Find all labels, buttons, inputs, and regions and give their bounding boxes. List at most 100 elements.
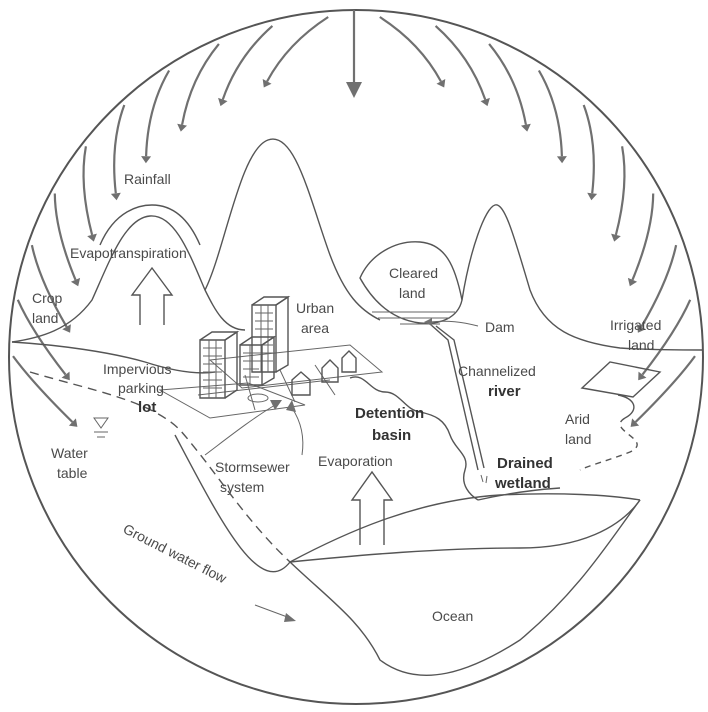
label-drained-wetland-2: wetland bbox=[494, 475, 551, 492]
ocean-surface bbox=[289, 493, 641, 563]
detention-basin-shore bbox=[349, 376, 479, 501]
label-urban-area-2: area bbox=[301, 320, 329, 336]
globe-outline bbox=[8, 9, 704, 705]
cleared-land-reservoir bbox=[359, 241, 463, 325]
rain-arrow-shaft bbox=[537, 69, 563, 157]
rain-arrow-head bbox=[70, 277, 81, 287]
label-water-table-1: Water bbox=[51, 445, 88, 461]
rain-arrow-shaft bbox=[82, 146, 94, 236]
rainfall-arrows bbox=[12, 16, 696, 427]
label-impervious-2: parking bbox=[118, 380, 164, 396]
house-2 bbox=[321, 359, 339, 383]
label-stormsewer-2: system bbox=[220, 479, 264, 495]
rain-arrow-shaft bbox=[30, 244, 68, 328]
rain-arrow-shaft bbox=[16, 299, 67, 376]
label-detention-basin-1: Detention bbox=[355, 405, 424, 422]
wetland-marks bbox=[480, 474, 488, 484]
label-irrigated-land-1: Irrigated bbox=[610, 317, 661, 333]
rain-arrow-head bbox=[141, 156, 152, 164]
building-2 bbox=[251, 295, 291, 373]
label-arid-land-2: land bbox=[565, 431, 591, 447]
house-3 bbox=[341, 350, 357, 373]
rain-arrow-shaft bbox=[145, 69, 171, 157]
rain-arrow-shaft bbox=[488, 43, 527, 125]
label-rainfall: Rainfall bbox=[124, 171, 171, 187]
label-stormsewer-1: Stormsewer bbox=[215, 459, 290, 475]
rain-arrow-shaft bbox=[181, 43, 220, 125]
rain-arrow-head bbox=[627, 277, 638, 287]
water-table-marker bbox=[93, 417, 109, 429]
rain-arrow-head bbox=[177, 123, 187, 132]
rain-arrow-shaft bbox=[379, 16, 442, 82]
evapotranspiration-arc bbox=[99, 204, 201, 246]
label-channelized-river-2: river bbox=[488, 383, 521, 400]
label-irrigated-land-2: land bbox=[628, 337, 654, 353]
label-cleared-land-1: Cleared bbox=[389, 265, 438, 281]
rain-arrow-head bbox=[480, 97, 490, 107]
label-evapotranspiration: Evapotranspiration bbox=[70, 245, 187, 261]
rain-arrow-shaft bbox=[631, 193, 655, 281]
irrigated-plot bbox=[580, 361, 662, 398]
label-arid-land-1: Arid bbox=[565, 411, 590, 427]
channelized-river bbox=[429, 323, 479, 471]
rain-arrow-shaft bbox=[640, 244, 678, 328]
house-1 bbox=[291, 371, 311, 396]
crop-land-hill bbox=[11, 215, 246, 343]
rain-arrow-shaft bbox=[634, 355, 696, 423]
right-mountain bbox=[461, 204, 703, 351]
label-dam: Dam bbox=[485, 319, 515, 335]
rain-arrow-head bbox=[630, 418, 640, 427]
rain-arrow-head bbox=[587, 192, 598, 201]
groundwater-wedge bbox=[174, 434, 291, 573]
label-urban-area-1: Urban bbox=[296, 300, 334, 316]
rain-arrow-head bbox=[637, 324, 646, 333]
rain-arrow-head bbox=[262, 79, 272, 88]
evapotranspiration-arrow bbox=[130, 266, 174, 325]
urban-mountain bbox=[204, 138, 381, 321]
urban-grid bbox=[158, 295, 384, 419]
rain-arrow-head bbox=[611, 233, 621, 242]
arid-squiggle-dashed bbox=[579, 417, 638, 471]
label-detention-basin-2: basin bbox=[372, 427, 411, 444]
rain-arrow-head bbox=[218, 97, 228, 107]
arid-squiggle-solid bbox=[617, 394, 635, 419]
stormsewer-arrows bbox=[204, 393, 304, 456]
building-1 bbox=[199, 330, 240, 399]
label-water-table-2: table bbox=[57, 465, 88, 481]
ocean-basin bbox=[289, 499, 641, 676]
rain-arrow-shaft bbox=[113, 104, 126, 194]
rain-arrow-head bbox=[436, 79, 446, 88]
rain-arrow-head bbox=[556, 156, 567, 164]
rain-arrow-shaft bbox=[614, 146, 626, 236]
dam-arrow bbox=[424, 318, 479, 327]
rain-arrow-head bbox=[68, 418, 78, 427]
label-evaporation: Evaporation bbox=[318, 453, 393, 469]
sea-floor bbox=[289, 499, 641, 563]
channelized-river-bank bbox=[435, 325, 485, 469]
label-drained-wetland-1: Drained bbox=[497, 455, 553, 472]
crop-land-ridge bbox=[11, 341, 216, 374]
building-3 bbox=[239, 335, 277, 386]
wetland-edge bbox=[477, 487, 561, 501]
central-rain-arrow bbox=[346, 10, 362, 98]
label-cleared-land-2: land bbox=[399, 285, 425, 301]
label-crop-land-1: Crop bbox=[32, 290, 63, 306]
groundwater-arrow bbox=[254, 604, 296, 622]
label-impervious-3: lot bbox=[138, 399, 156, 416]
rain-arrow-shaft bbox=[434, 25, 487, 100]
rain-arrow-shaft bbox=[53, 193, 77, 281]
rain-arrow-shaft bbox=[641, 299, 692, 376]
rain-arrow-shaft bbox=[582, 104, 595, 194]
rain-arrow-shaft bbox=[12, 355, 74, 423]
label-ocean: Ocean bbox=[432, 608, 473, 624]
rain-arrow-shaft bbox=[266, 16, 329, 82]
label-impervious-1: Impervious bbox=[103, 361, 171, 377]
label-groundwater-flow: Ground water flow bbox=[121, 520, 230, 586]
rain-arrow-head bbox=[638, 371, 647, 381]
label-channelized-river-1: Channelized bbox=[458, 363, 536, 379]
rain-arrow-head bbox=[110, 192, 121, 201]
rain-arrow-head bbox=[62, 324, 71, 333]
rain-arrow-head bbox=[521, 123, 531, 132]
